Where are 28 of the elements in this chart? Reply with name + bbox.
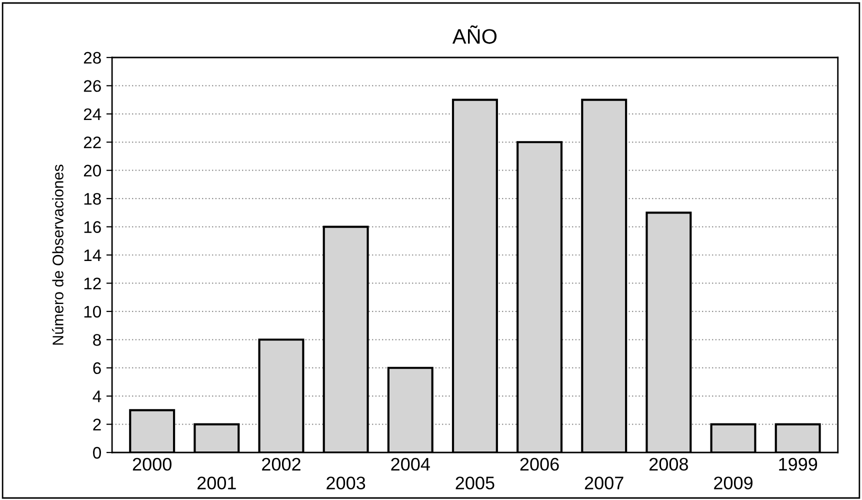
- y-tick-label: 20: [84, 164, 101, 177]
- y-tick-label: 26: [84, 80, 101, 92]
- x-tick-label: 2002: [262, 458, 300, 471]
- y-tick-label: 6: [93, 362, 101, 374]
- x-tick-label: 2008: [650, 458, 688, 471]
- x-tick-label: 2001: [197, 476, 236, 490]
- y-tick-label: 10: [84, 306, 101, 318]
- y-tick-label: 4: [92, 390, 102, 402]
- x-tick-label: 2006: [520, 458, 559, 471]
- x-tick-label: 2007: [584, 476, 624, 490]
- y-tick-label: 2: [93, 418, 101, 430]
- y-tick-label: 22: [84, 136, 101, 148]
- x-tick-label: 2005: [456, 476, 494, 490]
- x-tick-label: 2004: [391, 458, 430, 471]
- y-tick-label: 18: [84, 192, 101, 205]
- x-tick-label: 1999: [779, 458, 818, 471]
- y-tick-label: 12: [84, 278, 101, 290]
- y-tick-label: 28: [84, 52, 101, 64]
- y-axis-title: Número de Observaciones: [52, 164, 64, 345]
- chart-title: AÑO: [452, 25, 497, 44]
- x-tick-label: 2000: [132, 458, 172, 471]
- y-tick-label: 16: [84, 221, 101, 233]
- y-tick-label: 24: [84, 108, 102, 120]
- y-tick-label: 8: [93, 334, 101, 346]
- x-tick-label: 2009: [714, 476, 752, 490]
- y-tick-label: 14: [84, 250, 102, 262]
- x-tick-label: 2003: [326, 476, 366, 490]
- y-tick-label: 0: [93, 446, 101, 459]
